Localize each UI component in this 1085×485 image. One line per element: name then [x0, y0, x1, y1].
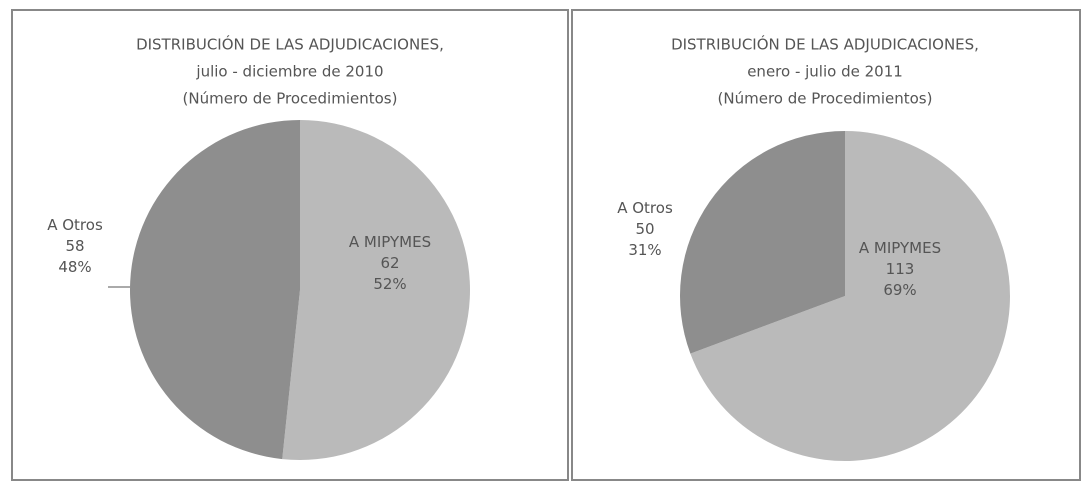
- slice-label: A MIPYMES 62 52%: [340, 232, 440, 295]
- pie-slice: [129, 120, 300, 460]
- percent-label: 52%: [373, 275, 407, 293]
- percent-label: 69%: [883, 281, 917, 299]
- chart-title: DISTRIBUCIÓN DE LAS ADJUDICACIONES,: [671, 35, 979, 54]
- slice-label: A Otros 50 31%: [610, 198, 680, 261]
- chart-title: DISTRIBUCIÓN DE LAS ADJUDICACIONES,: [136, 35, 444, 54]
- chart-title: (Número de Procedimientos): [718, 90, 933, 108]
- slice-label: A Otros 58 48%: [40, 215, 110, 278]
- category-label: A Otros: [47, 216, 103, 234]
- category-label: A Otros: [617, 199, 673, 217]
- chart-title: enero - julio de 2011: [747, 63, 903, 81]
- chart-title: (Número de Procedimientos): [183, 90, 398, 108]
- slice-label: A MIPYMES 113 69%: [850, 238, 950, 301]
- category-label: A MIPYMES: [348, 233, 432, 251]
- panel: [11, 9, 569, 481]
- percent-label: 31%: [628, 241, 662, 259]
- pie-slice: [679, 131, 845, 354]
- value-label: 113: [885, 260, 915, 278]
- value-label: 62: [380, 254, 400, 272]
- chart-title: julio - diciembre de 2010: [195, 63, 383, 81]
- pie-slice: [690, 131, 1010, 462]
- percent-label: 48%: [58, 258, 92, 276]
- pie-slice: [282, 120, 470, 460]
- value-label: 58: [65, 237, 85, 255]
- category-label: A MIPYMES: [858, 239, 942, 257]
- value-label: 50: [635, 220, 655, 238]
- panel: [571, 9, 1081, 481]
